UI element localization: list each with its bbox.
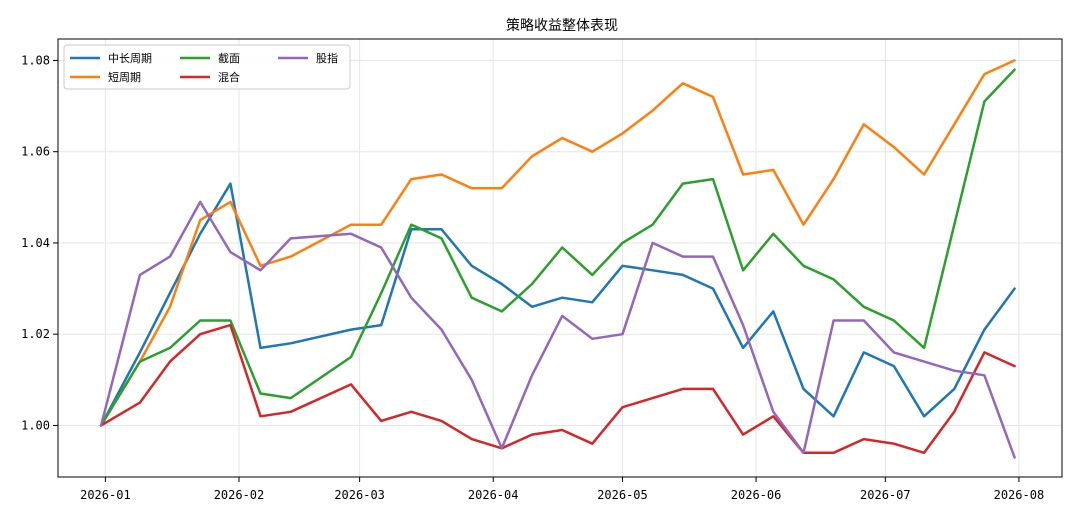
series-group <box>99 59 1016 459</box>
chart-title: 策略收益整体表现 <box>506 17 618 34</box>
x-tick-label: 2026-05 <box>597 488 648 502</box>
series-line-2 <box>99 68 1016 427</box>
legend-label-1: 短周期 <box>108 70 141 84</box>
plot-frame <box>57 38 1063 478</box>
legend-label-3: 混合 <box>218 70 240 84</box>
legend-label-0: 中长周期 <box>108 52 152 65</box>
y-tick-label: 1.04 <box>21 236 50 250</box>
series-line-4 <box>99 200 1016 459</box>
x-tick-label: 2026-02 <box>214 488 265 502</box>
x-tick-label: 2026-08 <box>994 488 1045 502</box>
x-tick-label: 2026-06 <box>731 488 782 502</box>
legend-box <box>63 44 351 90</box>
y-tick-label: 1.08 <box>21 53 50 67</box>
x-tick-label: 2026-04 <box>468 488 519 502</box>
y-axis: 1.00 1.02 1.04 1.06 1.08 <box>21 53 58 432</box>
x-axis: 2026-01 2026-02 2026-03 2026-04 2026-05 2026-… <box>80 477 1044 502</box>
series-line-0 <box>99 182 1016 427</box>
y-tick-label: 1.02 <box>21 327 50 341</box>
x-tick-label: 2026-03 <box>334 488 385 502</box>
x-tick-label: 2026-07 <box>860 488 911 502</box>
legend-label-4: 股指 <box>316 51 338 65</box>
y-tick-label: 1.06 <box>21 145 50 159</box>
y-tick-label: 1.00 <box>21 418 50 432</box>
series-line-3 <box>99 323 1016 455</box>
grid <box>58 39 1062 477</box>
x-tick-label: 2026-01 <box>80 488 131 502</box>
series-line-1 <box>99 59 1016 427</box>
legend-label-2: 截面 <box>218 51 240 65</box>
